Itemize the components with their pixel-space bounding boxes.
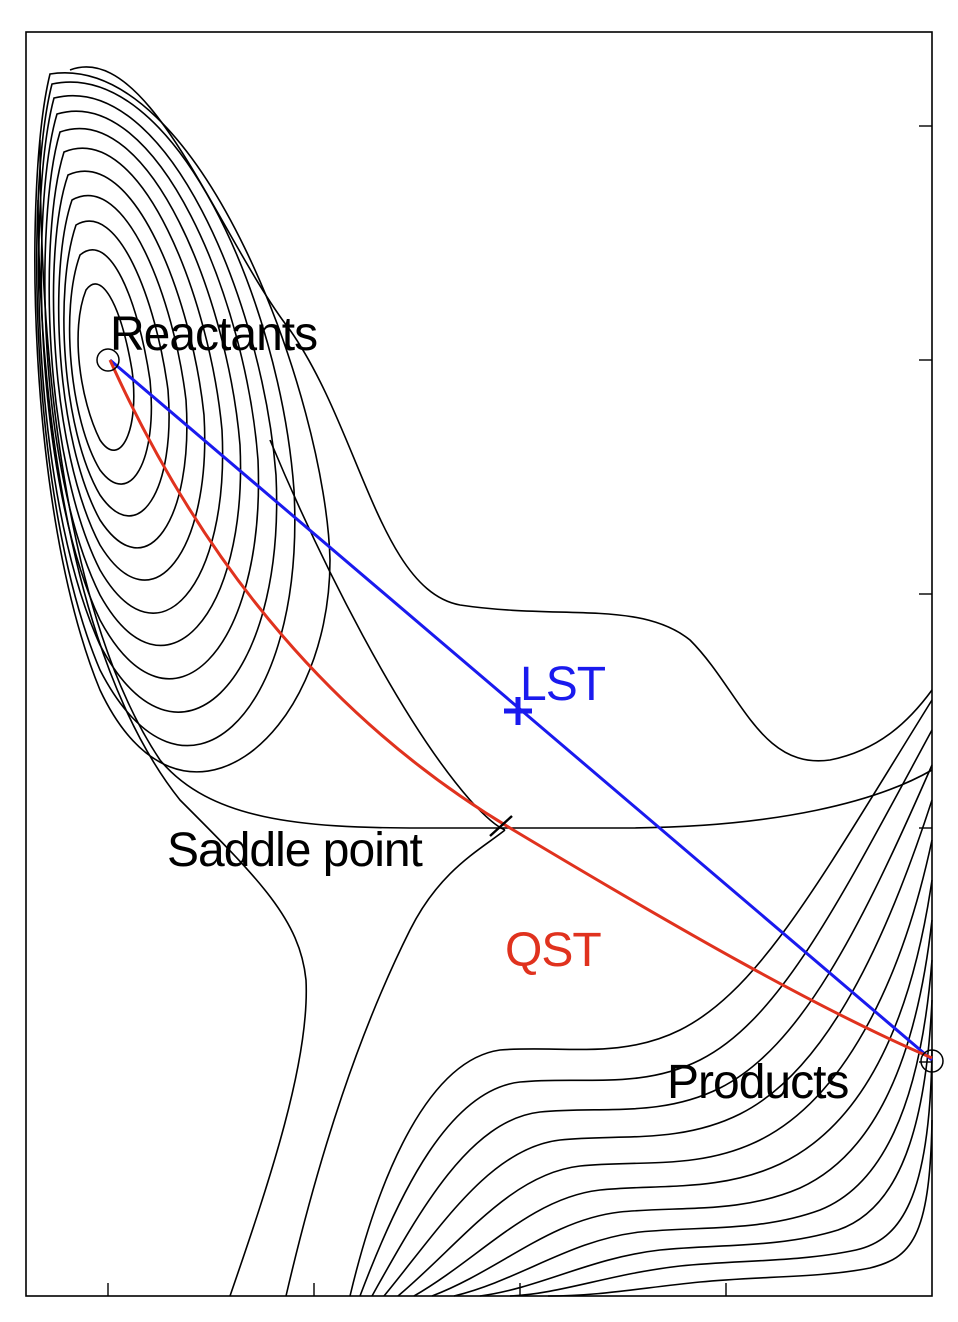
contour-line [285, 829, 506, 1297]
contour-line [509, 1049, 933, 1297]
contour-line [34, 72, 331, 773]
lst-marker-icon [504, 697, 532, 725]
saddle-region-contours [37, 66, 933, 1297]
contour-line [359, 729, 933, 1297]
contour-line [37, 95, 278, 713]
lst-label: LST [520, 658, 606, 711]
qst-label: QST [505, 924, 601, 977]
contour-line [37, 199, 308, 1297]
saddle-point-marker-icon [489, 815, 513, 837]
plot-frame [25, 31, 933, 1297]
products-label: Products [667, 1056, 848, 1109]
products-point-icon [920, 1049, 944, 1073]
saddle-point-label: Saddle point [167, 824, 423, 877]
reactants-point-icon [96, 348, 120, 372]
contour-line [383, 799, 933, 1297]
contour-line [35, 81, 296, 747]
contour-line [44, 128, 242, 647]
contour-line [68, 249, 153, 485]
contour-line [431, 919, 933, 1297]
product-basin-contours [349, 699, 933, 1297]
contour-line [453, 959, 933, 1297]
contour-line [69, 66, 933, 762]
qst-path [108, 359, 933, 1060]
contour-line [349, 699, 933, 1297]
reactants-label: Reactants [110, 308, 317, 361]
contour-line [413, 879, 933, 1297]
contour-line [269, 439, 506, 831]
contour-line [397, 839, 933, 1297]
contour-line [77, 283, 135, 451]
contour-line [63, 220, 170, 517]
contour-line [39, 139, 933, 829]
contour-line [547, 1119, 933, 1297]
contour-line [479, 999, 933, 1297]
contour-line [48, 147, 224, 614]
contour-line [52, 170, 206, 581]
contour-line [371, 764, 933, 1297]
contour-line [57, 194, 188, 549]
